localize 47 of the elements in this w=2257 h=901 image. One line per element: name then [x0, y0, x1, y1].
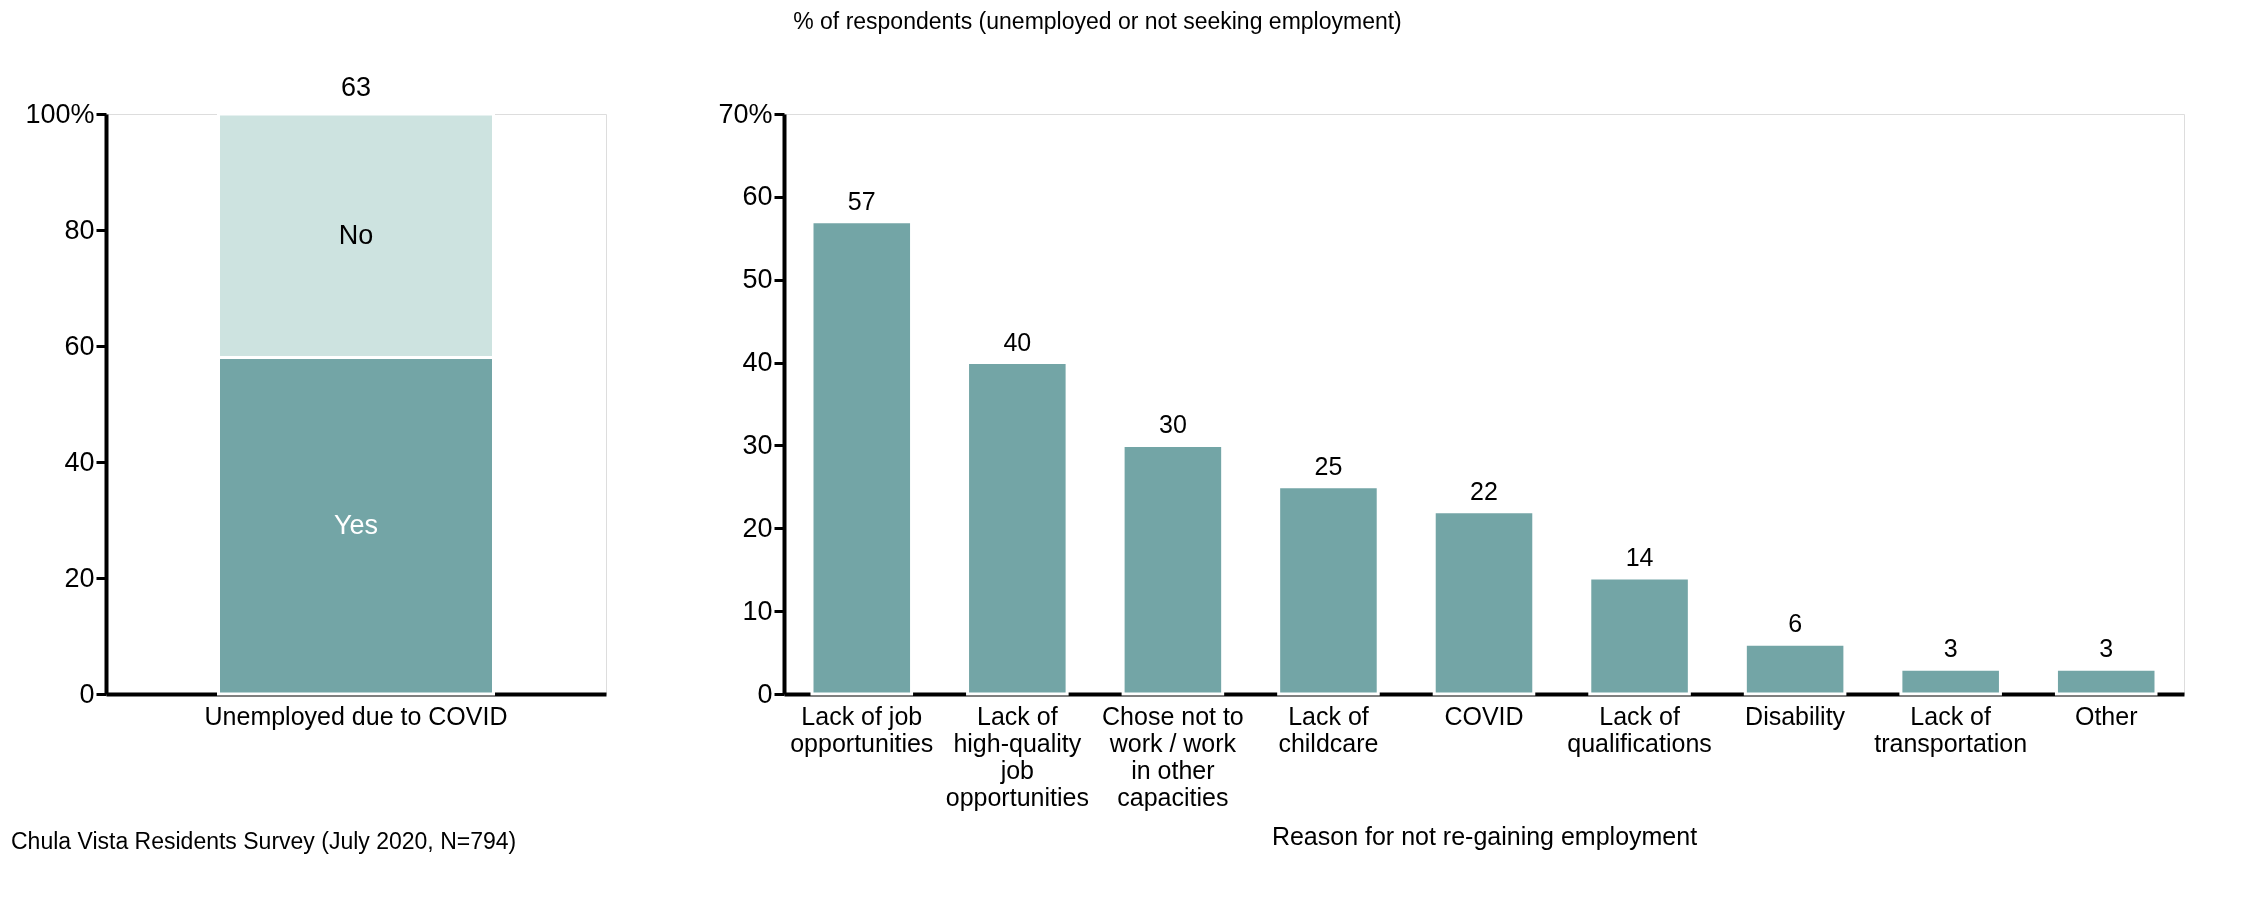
y-tick-label: 40: [64, 446, 95, 477]
series-label: Yes: [333, 509, 379, 540]
data-label: 22: [1470, 476, 1498, 505]
x-tick-label: Lack of qualifications: [1567, 701, 1712, 757]
y-tick-label: 60: [742, 181, 773, 212]
data-label: 57: [847, 186, 876, 215]
data-label: 30: [1158, 410, 1187, 439]
data-label: 3: [1943, 634, 1958, 663]
x-axis-title: Reason for not re-gaining employment: [1271, 821, 1698, 850]
bar: [1743, 642, 1847, 696]
bar: [1588, 576, 1691, 696]
x-tick-label: Disability: [1745, 701, 1846, 730]
x-tick-label: Lack of transportation: [1874, 701, 2028, 757]
y-tick-label: 20: [742, 512, 773, 543]
x-tick-label: COVID: [1444, 701, 1524, 730]
bar: [2054, 667, 2158, 696]
y-tick-label: 40: [742, 347, 773, 378]
bar: [966, 361, 1069, 696]
x-tick-label: Lack of job opportunities: [790, 701, 934, 757]
y-tick-label: 0: [79, 678, 95, 709]
y-tick-label: 50: [742, 264, 773, 295]
x-tick-label: Other: [2074, 701, 2138, 730]
chart-title: % of respondents (unemployed or not seeking employment): [793, 7, 1402, 34]
bar: [1899, 667, 2002, 696]
x-tick-label: Unemployed due to COVID: [204, 701, 508, 730]
x-tick-label: Lack of childcare: [1278, 701, 1379, 757]
y-tick-label: 80: [64, 214, 95, 245]
y-tick-label: 30: [742, 429, 773, 460]
y-tick-label: 70%: [718, 98, 773, 129]
data-label: 40: [1003, 327, 1032, 356]
bar: [1432, 510, 1536, 696]
data-label: 14: [1625, 543, 1654, 571]
y-tick-label: 0: [757, 678, 773, 709]
text: Chula Vista Residents Survey (July 2020, N=794): [11, 828, 517, 854]
y-tick-label: 10: [742, 595, 773, 626]
bar: [1277, 485, 1380, 696]
data-label: 25: [1314, 451, 1343, 480]
x-tick-label: Chose not to work / work in other capacities: [1102, 701, 1244, 811]
data-label: 3: [2099, 634, 2114, 663]
annotation: 63: [340, 72, 372, 102]
series-label: No: [338, 219, 374, 250]
y-tick-label: 60: [64, 330, 95, 361]
bar: [810, 220, 914, 696]
y-tick-label: 100%: [25, 98, 95, 129]
y-tick-label: 20: [64, 562, 95, 593]
data-label: 6: [1788, 609, 1803, 638]
x-tick-label: Lack of high-quality job opportunities: [945, 701, 1089, 811]
